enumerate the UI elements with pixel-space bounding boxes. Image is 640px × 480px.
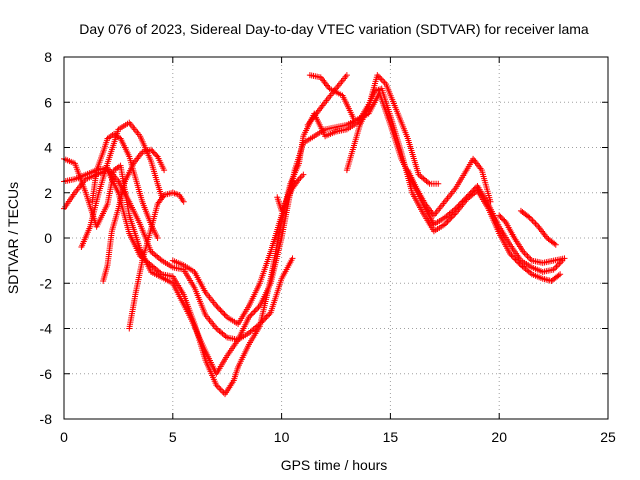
data-point (561, 255, 568, 262)
series-track-6 (89, 130, 161, 241)
data-point (501, 217, 508, 224)
data-point (497, 213, 504, 220)
data-point (441, 221, 448, 228)
chart-title: Day 076 of 2023, Sidereal Day-to-day VTE… (79, 21, 589, 37)
data-point (251, 308, 258, 315)
data-point (448, 214, 455, 221)
data-point (247, 312, 254, 319)
x-tick-label: 5 (169, 429, 177, 445)
data-point (221, 311, 228, 318)
series-track-11 (343, 72, 442, 187)
data-point (153, 152, 160, 159)
data-point (435, 180, 442, 187)
y-tick-label: 4 (44, 140, 52, 156)
data-point (254, 305, 261, 312)
data-point (516, 260, 523, 267)
data-point (487, 198, 494, 205)
data-point (265, 312, 271, 319)
data-point (214, 304, 221, 311)
y-tick-label: 2 (44, 185, 52, 201)
series-track-7 (100, 146, 168, 284)
data-point (220, 309, 227, 316)
data-point (266, 311, 273, 318)
x-tick-label: 25 (600, 429, 616, 445)
y-tick-label: 6 (44, 94, 52, 110)
x-tick-label: 15 (383, 429, 399, 445)
series-track-10 (306, 72, 357, 122)
data-point (148, 146, 155, 153)
data-point (300, 171, 307, 178)
data-point (150, 149, 157, 156)
data-point (498, 215, 505, 222)
data-point (252, 307, 259, 314)
data-point (507, 250, 514, 257)
data-point (256, 320, 263, 327)
y-tick-label: -2 (40, 275, 53, 291)
series-track-5 (78, 119, 165, 251)
series-track-12 (404, 155, 494, 219)
data-point (447, 215, 454, 222)
y-axis-title: SDTVAR / TECUs (5, 182, 21, 294)
data-point (449, 212, 456, 219)
data-point (551, 240, 558, 247)
data-point (250, 309, 257, 316)
data-point (512, 256, 519, 263)
data-point (262, 315, 269, 322)
data-point (555, 272, 562, 279)
y-tick-label: 0 (44, 230, 52, 246)
data-point (255, 304, 262, 311)
data-point (343, 72, 350, 79)
data-point (245, 314, 252, 321)
y-tick-label: -6 (40, 366, 53, 382)
y-tick-label: 8 (44, 49, 52, 65)
data-point (259, 318, 266, 325)
data-point (180, 198, 187, 205)
data-point (525, 213, 532, 220)
axis-ticks: 0 5 10 15 20 25 -8 -6 -4 -2 0 2 4 6 8 (40, 49, 616, 445)
data-point (258, 319, 265, 326)
data-point (511, 255, 518, 262)
x-tick-label: 20 (491, 429, 507, 445)
series-track-8 (126, 189, 187, 332)
data-point (289, 255, 296, 262)
data-point (444, 218, 451, 225)
data-point (218, 308, 225, 315)
data-point (289, 178, 296, 185)
data-point (248, 311, 255, 318)
data-point (513, 257, 520, 264)
data-point (557, 271, 564, 278)
series-track-13 (517, 207, 559, 248)
x-axis-title: GPS time / hours (281, 457, 388, 473)
data-point (445, 217, 452, 224)
data-point (260, 316, 267, 323)
data-point (222, 312, 229, 319)
data-point (149, 148, 156, 155)
data-point (515, 259, 522, 266)
data-point (451, 211, 458, 218)
data-point (509, 253, 516, 260)
data-point (508, 252, 515, 259)
series-track-15 (274, 171, 307, 214)
data-point (216, 305, 223, 312)
x-tick-label: 0 (60, 429, 68, 445)
data-point (213, 302, 220, 309)
data-point (500, 216, 507, 223)
data-point (443, 220, 450, 227)
x-tick-label: 10 (274, 429, 290, 445)
data-point (350, 115, 357, 122)
data-marks (61, 72, 568, 398)
data-point (161, 167, 168, 174)
data-point (151, 150, 158, 157)
data-point (496, 212, 503, 219)
data-point (552, 241, 559, 248)
series-track-2 (61, 85, 564, 398)
data-point (154, 235, 161, 241)
y-tick-label: -4 (40, 321, 53, 337)
series-track-14 (496, 212, 568, 266)
data-point (217, 307, 224, 314)
data-point (263, 313, 270, 320)
y-tick-label: -8 (40, 411, 53, 427)
